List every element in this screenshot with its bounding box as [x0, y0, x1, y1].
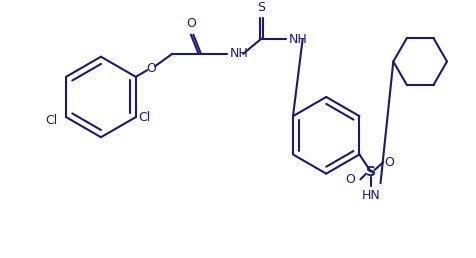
Text: S: S: [365, 165, 375, 179]
Text: NH: NH: [288, 33, 307, 46]
Text: O: O: [345, 173, 355, 186]
Text: O: O: [384, 156, 393, 169]
Text: O: O: [146, 62, 156, 75]
Text: O: O: [186, 17, 196, 30]
Text: S: S: [257, 1, 265, 14]
Text: HN: HN: [361, 189, 379, 202]
Text: Cl: Cl: [139, 111, 150, 124]
Text: Cl: Cl: [45, 115, 57, 127]
Text: NH: NH: [229, 47, 248, 60]
